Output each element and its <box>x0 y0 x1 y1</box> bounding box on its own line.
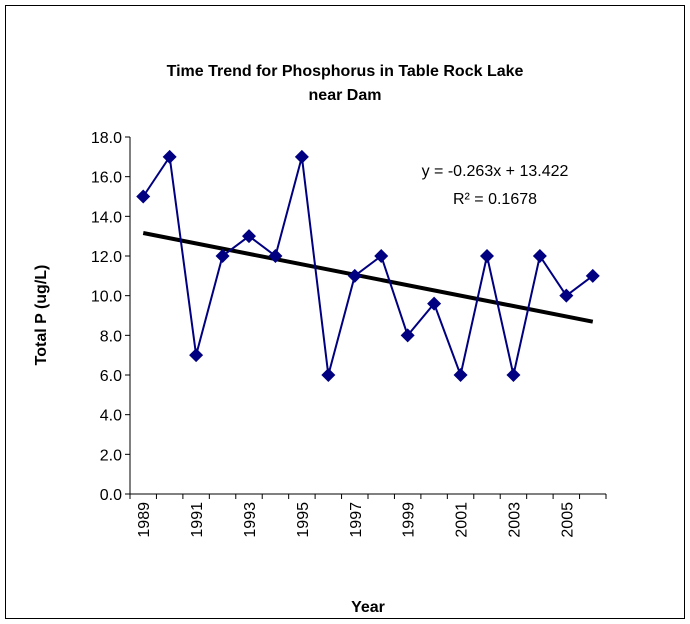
marker <box>242 229 256 244</box>
x-tick-label: 1989 <box>136 502 153 538</box>
marker <box>506 368 521 382</box>
marker <box>321 368 336 382</box>
marker <box>480 249 494 263</box>
trend-r-squared: R² = 0.1678 <box>453 191 537 208</box>
y-tick-label: 10.0 <box>91 289 122 306</box>
chart-title: Time Trend for Phosphorus in Table Rock … <box>167 63 524 80</box>
trend-equation: y = -0.263x + 13.422 <box>422 163 569 180</box>
x-axis-label: Year <box>351 599 385 616</box>
y-tick-label: 14.0 <box>91 209 122 226</box>
marker <box>585 268 600 283</box>
marker <box>215 249 230 263</box>
x-tick-label: 2003 <box>506 502 523 538</box>
marker <box>268 249 283 263</box>
marker <box>136 189 151 204</box>
chart-title: near Dam <box>309 87 382 104</box>
marker <box>427 296 442 311</box>
y-tick-label: 6.0 <box>100 368 122 385</box>
x-tick-label: 1991 <box>189 502 206 538</box>
marker <box>162 149 177 164</box>
y-tick-label: 4.0 <box>100 408 122 425</box>
marker <box>189 348 204 363</box>
x-tick-label: 1997 <box>348 502 365 538</box>
y-tick-label: 0.0 <box>100 487 122 504</box>
x-tick-label: 1999 <box>401 502 418 538</box>
x-tick-label: 1993 <box>242 502 259 538</box>
x-tick-label: 2001 <box>454 502 471 538</box>
marker <box>559 288 574 303</box>
series-line <box>142 154 594 379</box>
y-tick-label: 12.0 <box>91 249 122 266</box>
y-tick-label: 16.0 <box>91 170 122 187</box>
marker <box>532 249 547 263</box>
y-tick-label: 2.0 <box>100 447 122 464</box>
y-axis-label: Total P (ug/L) <box>33 265 50 366</box>
marker <box>453 368 468 382</box>
x-tick-label: 2005 <box>559 502 576 538</box>
trendline <box>142 231 594 324</box>
marker <box>294 149 309 164</box>
x-tick-label: 1995 <box>295 502 312 538</box>
marker <box>347 268 362 283</box>
y-tick-label: 18.0 <box>91 130 122 147</box>
y-tick-label: 8.0 <box>100 328 122 345</box>
marker <box>374 249 389 263</box>
marker <box>400 328 415 343</box>
